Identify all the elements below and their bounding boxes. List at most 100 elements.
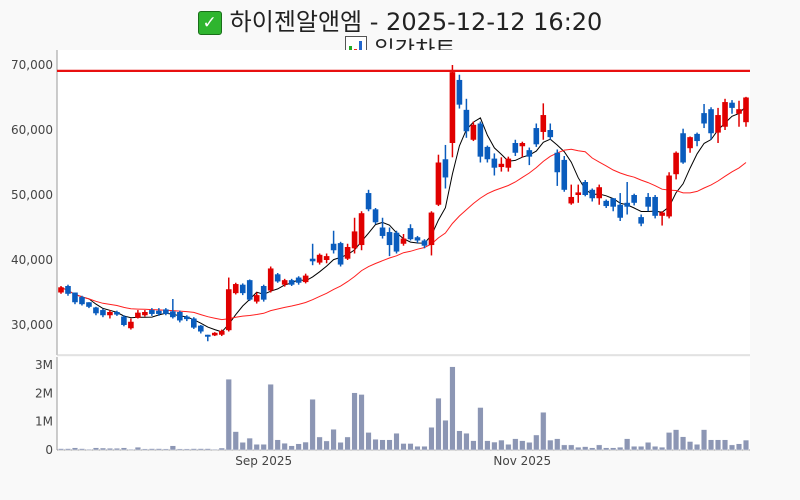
volume-bar [484,440,491,451]
ma20-line [60,148,747,321]
candle [526,147,533,166]
candle [701,104,707,129]
volume-bar [260,444,267,451]
candle-body [232,284,239,294]
candle-body [414,237,421,241]
candle-body [519,143,526,147]
candle [596,184,603,205]
candle-body [330,243,337,251]
volume-bar [281,443,288,451]
candle [260,284,267,302]
price-tick-label: 50,000 [11,188,53,202]
candle-body [107,312,113,316]
volume-bar [134,446,141,451]
candle-body [86,302,92,307]
candle [267,266,274,293]
candle-body [288,280,295,285]
candle-body [72,292,78,303]
volume-bar [722,439,729,451]
volume-bar [673,429,680,451]
candle [309,243,316,266]
volume-bar [666,432,673,451]
candle [498,157,505,172]
volume-bar [456,430,463,451]
candle-body [736,109,742,114]
volume-bar [253,444,260,451]
candle [589,188,596,202]
volume-bar [162,448,169,451]
candle-body [428,212,435,246]
candle [547,123,554,140]
price-tick-label: 40,000 [11,253,53,267]
volume-bar [400,443,407,451]
candle-body [652,196,658,216]
volume-bar [246,437,253,451]
candle-body [379,227,386,236]
candle-body [351,231,358,249]
candle-body [610,198,616,207]
candle-body [456,79,463,105]
candle [386,227,393,257]
candle-body [540,115,547,132]
candle-body [281,280,288,285]
volume-bar [120,447,127,451]
volume-bar [351,392,358,451]
volume-bar [379,439,386,451]
title-text: 하이젠알앤엠 - 2025-12-12 16:20 [229,8,603,36]
volume-panel [57,357,750,450]
candle [540,103,547,140]
candle-body [253,295,260,302]
candle-body [267,268,274,291]
candle [86,302,92,309]
volume-bar [603,447,610,451]
candle [79,295,85,306]
candle-body [743,97,749,123]
candle-body [470,124,477,140]
candle-body [589,189,596,199]
volume-bar [568,444,575,451]
volume-bar [190,448,197,451]
candle [184,315,190,322]
volume-bar [211,448,218,451]
candle [128,318,134,330]
volume-bar [267,384,274,451]
candle [211,332,218,337]
price-tick-label: 60,000 [11,123,53,137]
candle [253,292,260,304]
candle-body [596,187,603,199]
candle [204,334,211,342]
candle [379,217,386,239]
candle [449,65,456,158]
volume-bar [708,439,715,451]
candle-body [694,133,700,142]
volume-bar [421,446,428,451]
volume-bar [547,439,554,451]
volume-bar [729,444,736,451]
candle [149,308,155,316]
candle [316,253,323,265]
candle [58,286,64,294]
volume-bar [99,447,106,451]
candle-body [582,182,589,195]
candle [400,234,407,246]
candle-body [323,256,330,260]
candle [288,278,295,286]
candle-body [659,212,665,216]
candle-body [421,240,428,246]
candle-body [225,289,232,331]
volume-bar [512,438,519,451]
candle-body [477,123,484,157]
candle [93,306,99,316]
candle-body [400,238,407,244]
candle-body [114,312,120,315]
volume-bar [274,439,281,451]
candle [337,241,344,267]
volume-bar [533,434,540,451]
candle [519,141,526,158]
candle [414,235,421,244]
volume-bar [435,397,442,451]
candle [554,149,561,186]
candle [302,273,309,284]
candle [100,308,106,318]
chart-title: ✓ 하이젠알앤엠 - 2025-12-12 16:20 [0,2,800,37]
